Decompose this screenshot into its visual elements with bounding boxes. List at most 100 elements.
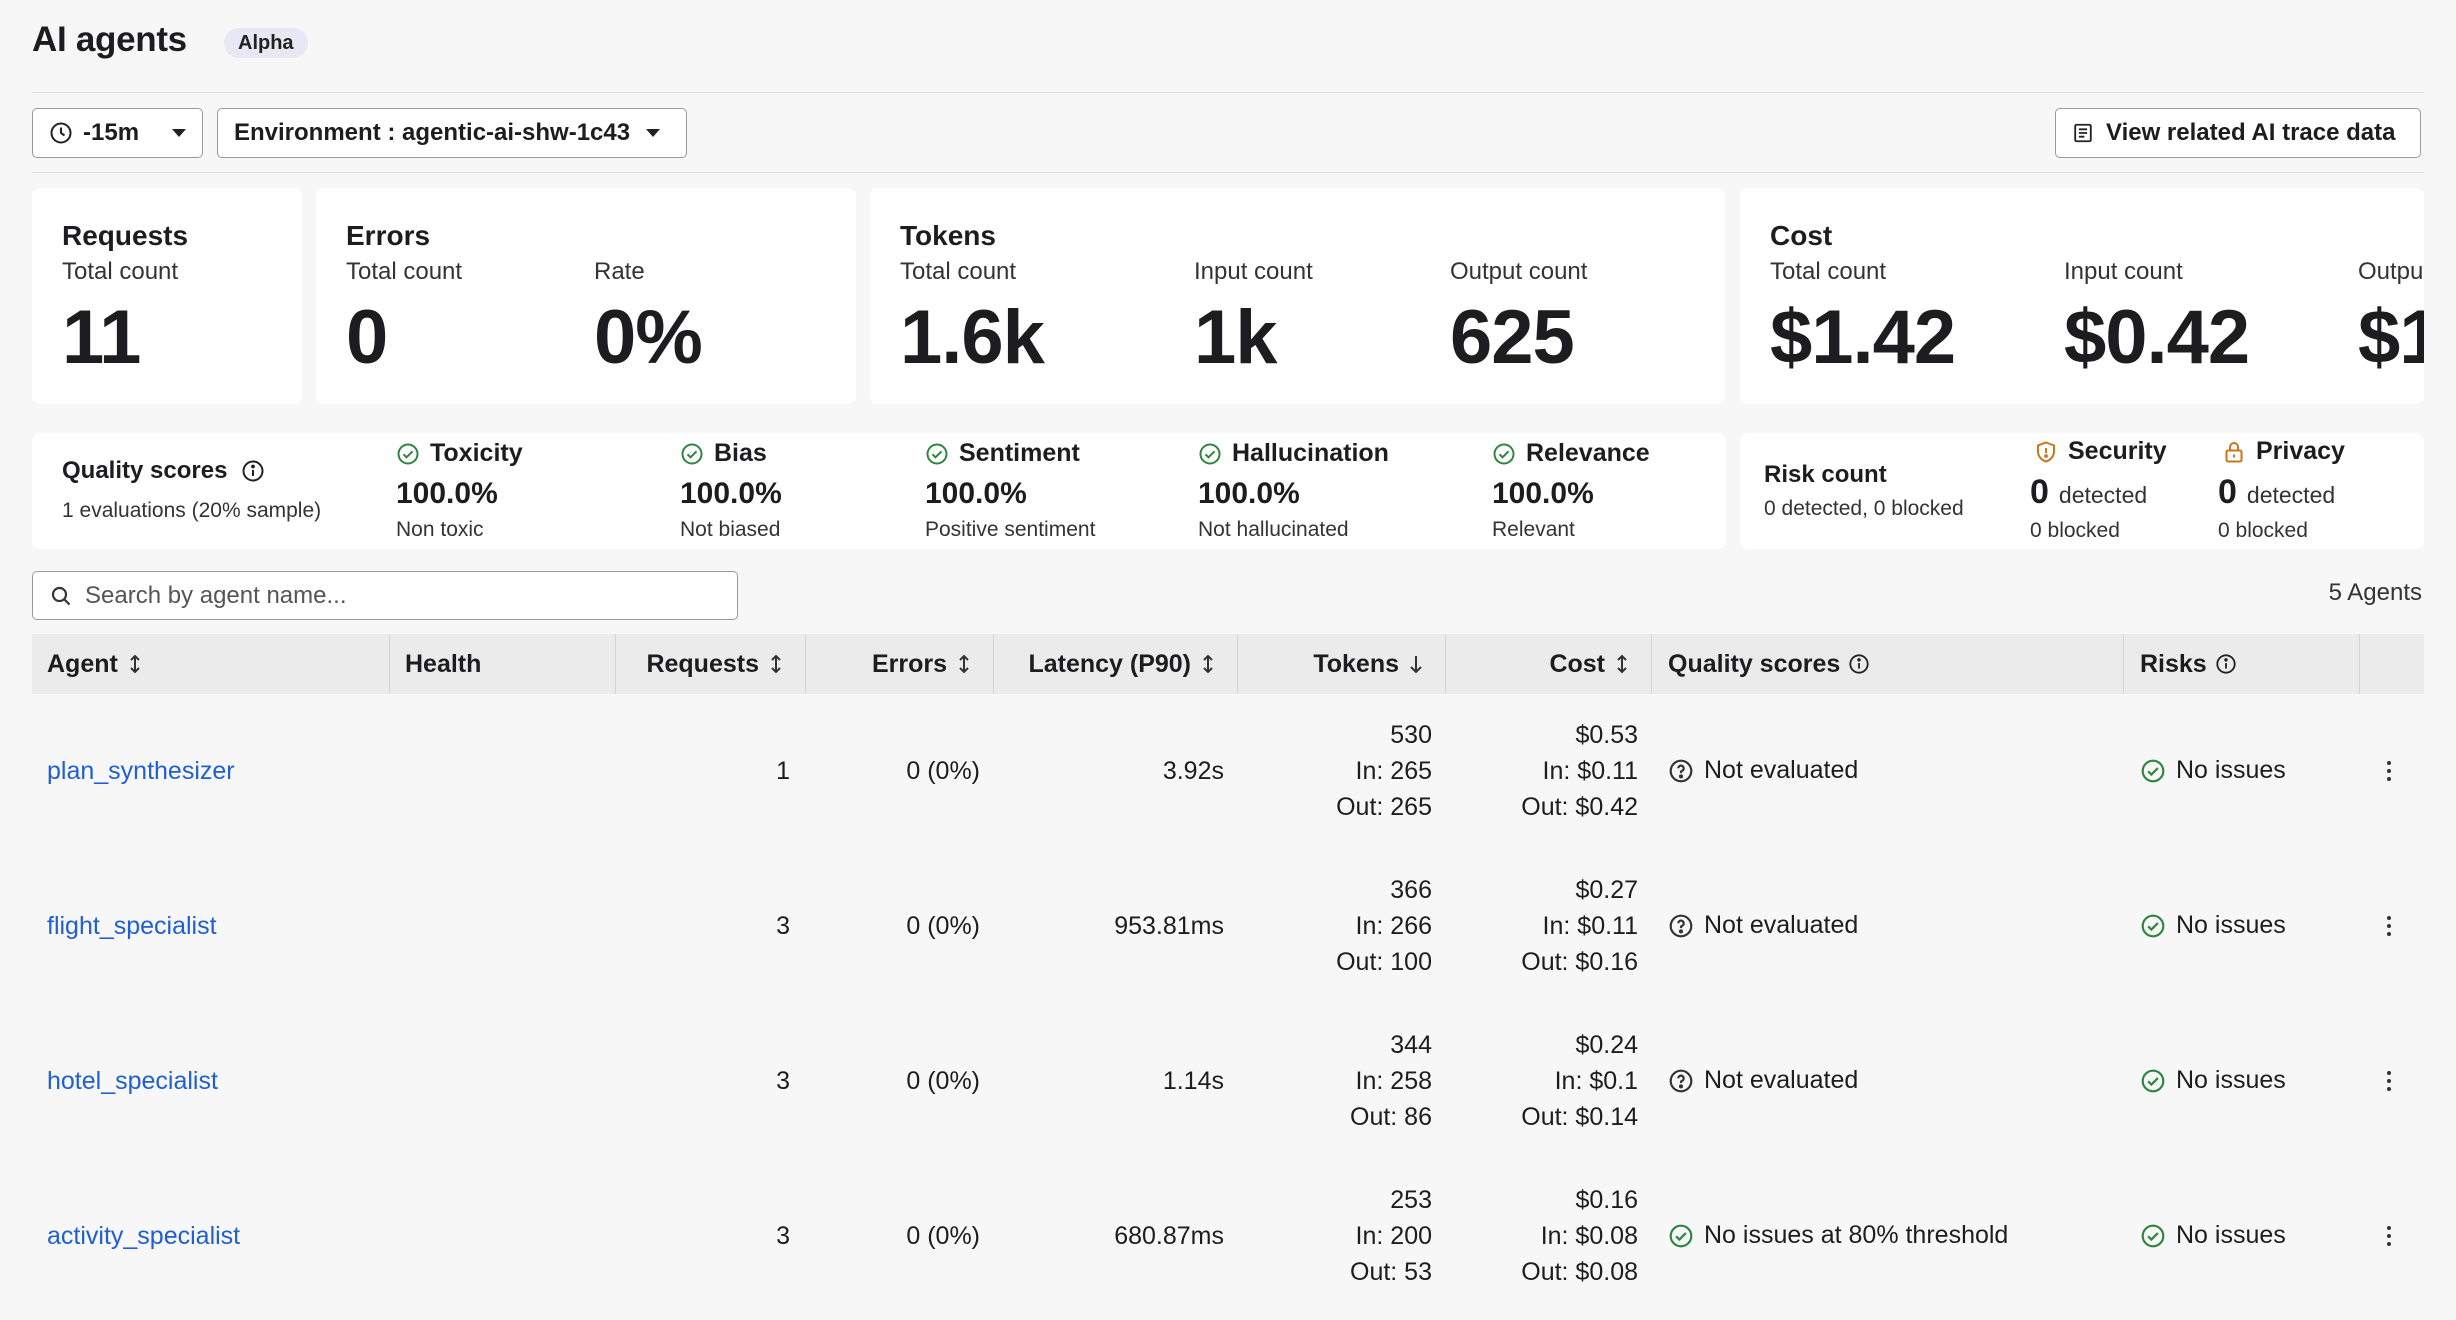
risk-status: No issues bbox=[2140, 1066, 2286, 1095]
lock-icon bbox=[2225, 441, 2243, 462]
column-quality-label: Quality scores bbox=[1668, 649, 1841, 678]
sentiment-desc: Positive sentiment bbox=[925, 518, 1096, 541]
tokens-total: 366 bbox=[1390, 876, 1432, 904]
agent-link[interactable]: flight_specialist bbox=[47, 912, 217, 940]
security-name: Security bbox=[2068, 437, 2167, 465]
row-actions-menu-icon[interactable] bbox=[2386, 761, 2392, 781]
risk-status-label: No issues bbox=[2176, 1221, 2286, 1249]
column-quality[interactable]: Quality scores bbox=[1652, 634, 2124, 694]
column-latency[interactable]: Latency (P90) bbox=[994, 634, 1238, 694]
requests-cell: 1 bbox=[776, 757, 790, 785]
tokens-cell: 253 In: 200 Out: 53 bbox=[1250, 1182, 1432, 1290]
tokens-output-value: 625 bbox=[1450, 295, 1575, 380]
cost-cell: $0.53 In: $0.11 Out: $0.42 bbox=[1440, 717, 1638, 825]
hallucination-desc: Not hallucinated bbox=[1198, 518, 1349, 541]
time-range-dropdown[interactable]: -15m bbox=[32, 108, 203, 158]
check-circle-icon bbox=[2141, 914, 2165, 937]
requests-card: Requests Total count 11 bbox=[32, 188, 302, 404]
column-cost[interactable]: Cost bbox=[1446, 634, 1652, 694]
agent-link[interactable]: plan_synthesizer bbox=[47, 757, 235, 785]
column-risks-label: Risks bbox=[2140, 649, 2207, 678]
security-detected-label: detected bbox=[2058, 482, 2148, 508]
risk-status: No issues bbox=[2140, 911, 2286, 940]
errors-cell: 0 (0%) bbox=[906, 1222, 980, 1250]
bias-value: 100.0% bbox=[680, 477, 782, 510]
cost-cell: $0.27 In: $0.11 Out: $0.16 bbox=[1440, 872, 1638, 980]
errors-cell: 0 (0%) bbox=[906, 757, 980, 785]
cost-total-value: $1.42 bbox=[1770, 295, 1956, 380]
risk-status-label: No issues bbox=[2176, 756, 2286, 784]
column-tokens[interactable]: Tokens bbox=[1238, 634, 1446, 694]
column-requests-label: Requests bbox=[646, 649, 759, 678]
sort-descending-icon bbox=[1410, 656, 1422, 674]
info-icon[interactable] bbox=[1848, 653, 1870, 675]
tokens-total-value: 1.6k bbox=[900, 295, 1045, 380]
risk-status-label: No issues bbox=[2176, 1066, 2286, 1094]
bias-label: Bias bbox=[680, 439, 767, 468]
privacy-label: Privacy bbox=[2222, 437, 2345, 466]
check-circle-icon bbox=[2141, 759, 2165, 782]
view-trace-button[interactable]: View related AI trace data bbox=[2055, 108, 2421, 158]
security-label: Security bbox=[2034, 437, 2167, 466]
quality-status-label: Not evaluated bbox=[1704, 1066, 1859, 1094]
privacy-detected-label: detected bbox=[2246, 482, 2336, 508]
toxicity-value: 100.0% bbox=[396, 477, 498, 510]
view-trace-label: View related AI trace data bbox=[2106, 119, 2396, 146]
privacy-detected: 0 detected bbox=[2218, 473, 2335, 512]
toxicity-name: Toxicity bbox=[430, 439, 523, 467]
risk-count-title: Risk count bbox=[1764, 461, 1887, 488]
alpha-badge: Alpha bbox=[224, 28, 308, 58]
privacy-blocked: 0 blocked bbox=[2218, 519, 2308, 542]
bias-desc: Not biased bbox=[680, 518, 781, 541]
row-actions-menu-icon[interactable] bbox=[2386, 1226, 2392, 1246]
cost-total: $0.27 bbox=[1575, 876, 1638, 904]
column-requests[interactable]: Requests bbox=[616, 634, 806, 694]
latency-cell: 953.81ms bbox=[1114, 912, 1224, 940]
requests-cell: 3 bbox=[776, 1067, 790, 1095]
cost-cell: $0.16 In: $0.08 Out: $0.08 bbox=[1440, 1182, 1638, 1290]
chevron-down-icon bbox=[646, 129, 661, 137]
quality-status-label: No issues at 80% threshold bbox=[1704, 1221, 2009, 1249]
search-input[interactable]: Search by agent name... bbox=[32, 571, 738, 620]
relevance-name: Relevance bbox=[1526, 439, 1650, 467]
cost-total-label: Total count bbox=[1770, 258, 1887, 285]
toxicity-label: Toxicity bbox=[396, 439, 523, 468]
info-icon[interactable] bbox=[2215, 653, 2237, 675]
agent-link[interactable]: activity_specialist bbox=[47, 1222, 241, 1250]
column-health-label: Health bbox=[405, 649, 482, 678]
cost-total: $0.16 bbox=[1575, 1186, 1638, 1214]
tokens-title: Tokens bbox=[900, 220, 996, 251]
column-health[interactable]: Health bbox=[390, 634, 616, 694]
check-circle-icon bbox=[926, 443, 948, 464]
check-circle-icon bbox=[681, 443, 703, 464]
latency-cell: 3.92s bbox=[1162, 757, 1224, 785]
row-actions-menu-icon[interactable] bbox=[2386, 1071, 2392, 1091]
info-icon[interactable] bbox=[241, 459, 265, 483]
errors-rate-value: 0% bbox=[594, 295, 703, 380]
cost-input-value: $0.42 bbox=[2064, 295, 2250, 380]
cost-in: In: $0.11 bbox=[1542, 757, 1638, 785]
agents-count: 5 Agents bbox=[2328, 579, 2422, 606]
cost-out: Out: $0.14 bbox=[1521, 1103, 1638, 1131]
column-agent[interactable]: Agent bbox=[32, 634, 390, 694]
relevance-desc: Relevant bbox=[1492, 518, 1575, 541]
row-actions-menu-icon[interactable] bbox=[2386, 916, 2392, 936]
risk-count-subtitle: 0 detected, 0 blocked bbox=[1764, 497, 1964, 520]
environment-dropdown[interactable]: Environment : agentic-ai-shw-1c43 bbox=[217, 108, 687, 158]
quality-status-label: Not evaluated bbox=[1704, 911, 1859, 939]
privacy-name: Privacy bbox=[2256, 437, 2345, 465]
tokens-in: In: 200 bbox=[1355, 1222, 1432, 1250]
column-risks[interactable]: Risks bbox=[2124, 634, 2360, 694]
check-circle-icon bbox=[1199, 443, 1221, 464]
sort-icon bbox=[959, 654, 969, 674]
tokens-in: In: 265 bbox=[1355, 757, 1432, 785]
column-errors[interactable]: Errors bbox=[806, 634, 994, 694]
clock-icon bbox=[50, 122, 72, 144]
sentiment-label: Sentiment bbox=[925, 439, 1080, 468]
cost-title: Cost bbox=[1770, 220, 1833, 251]
relevance-value: 100.0% bbox=[1492, 477, 1594, 510]
cost-input-label: Input count bbox=[2064, 258, 2183, 285]
tokens-input-value: 1k bbox=[1194, 295, 1278, 380]
agent-link[interactable]: hotel_specialist bbox=[47, 1067, 218, 1095]
time-range-label: -15m bbox=[83, 119, 140, 146]
